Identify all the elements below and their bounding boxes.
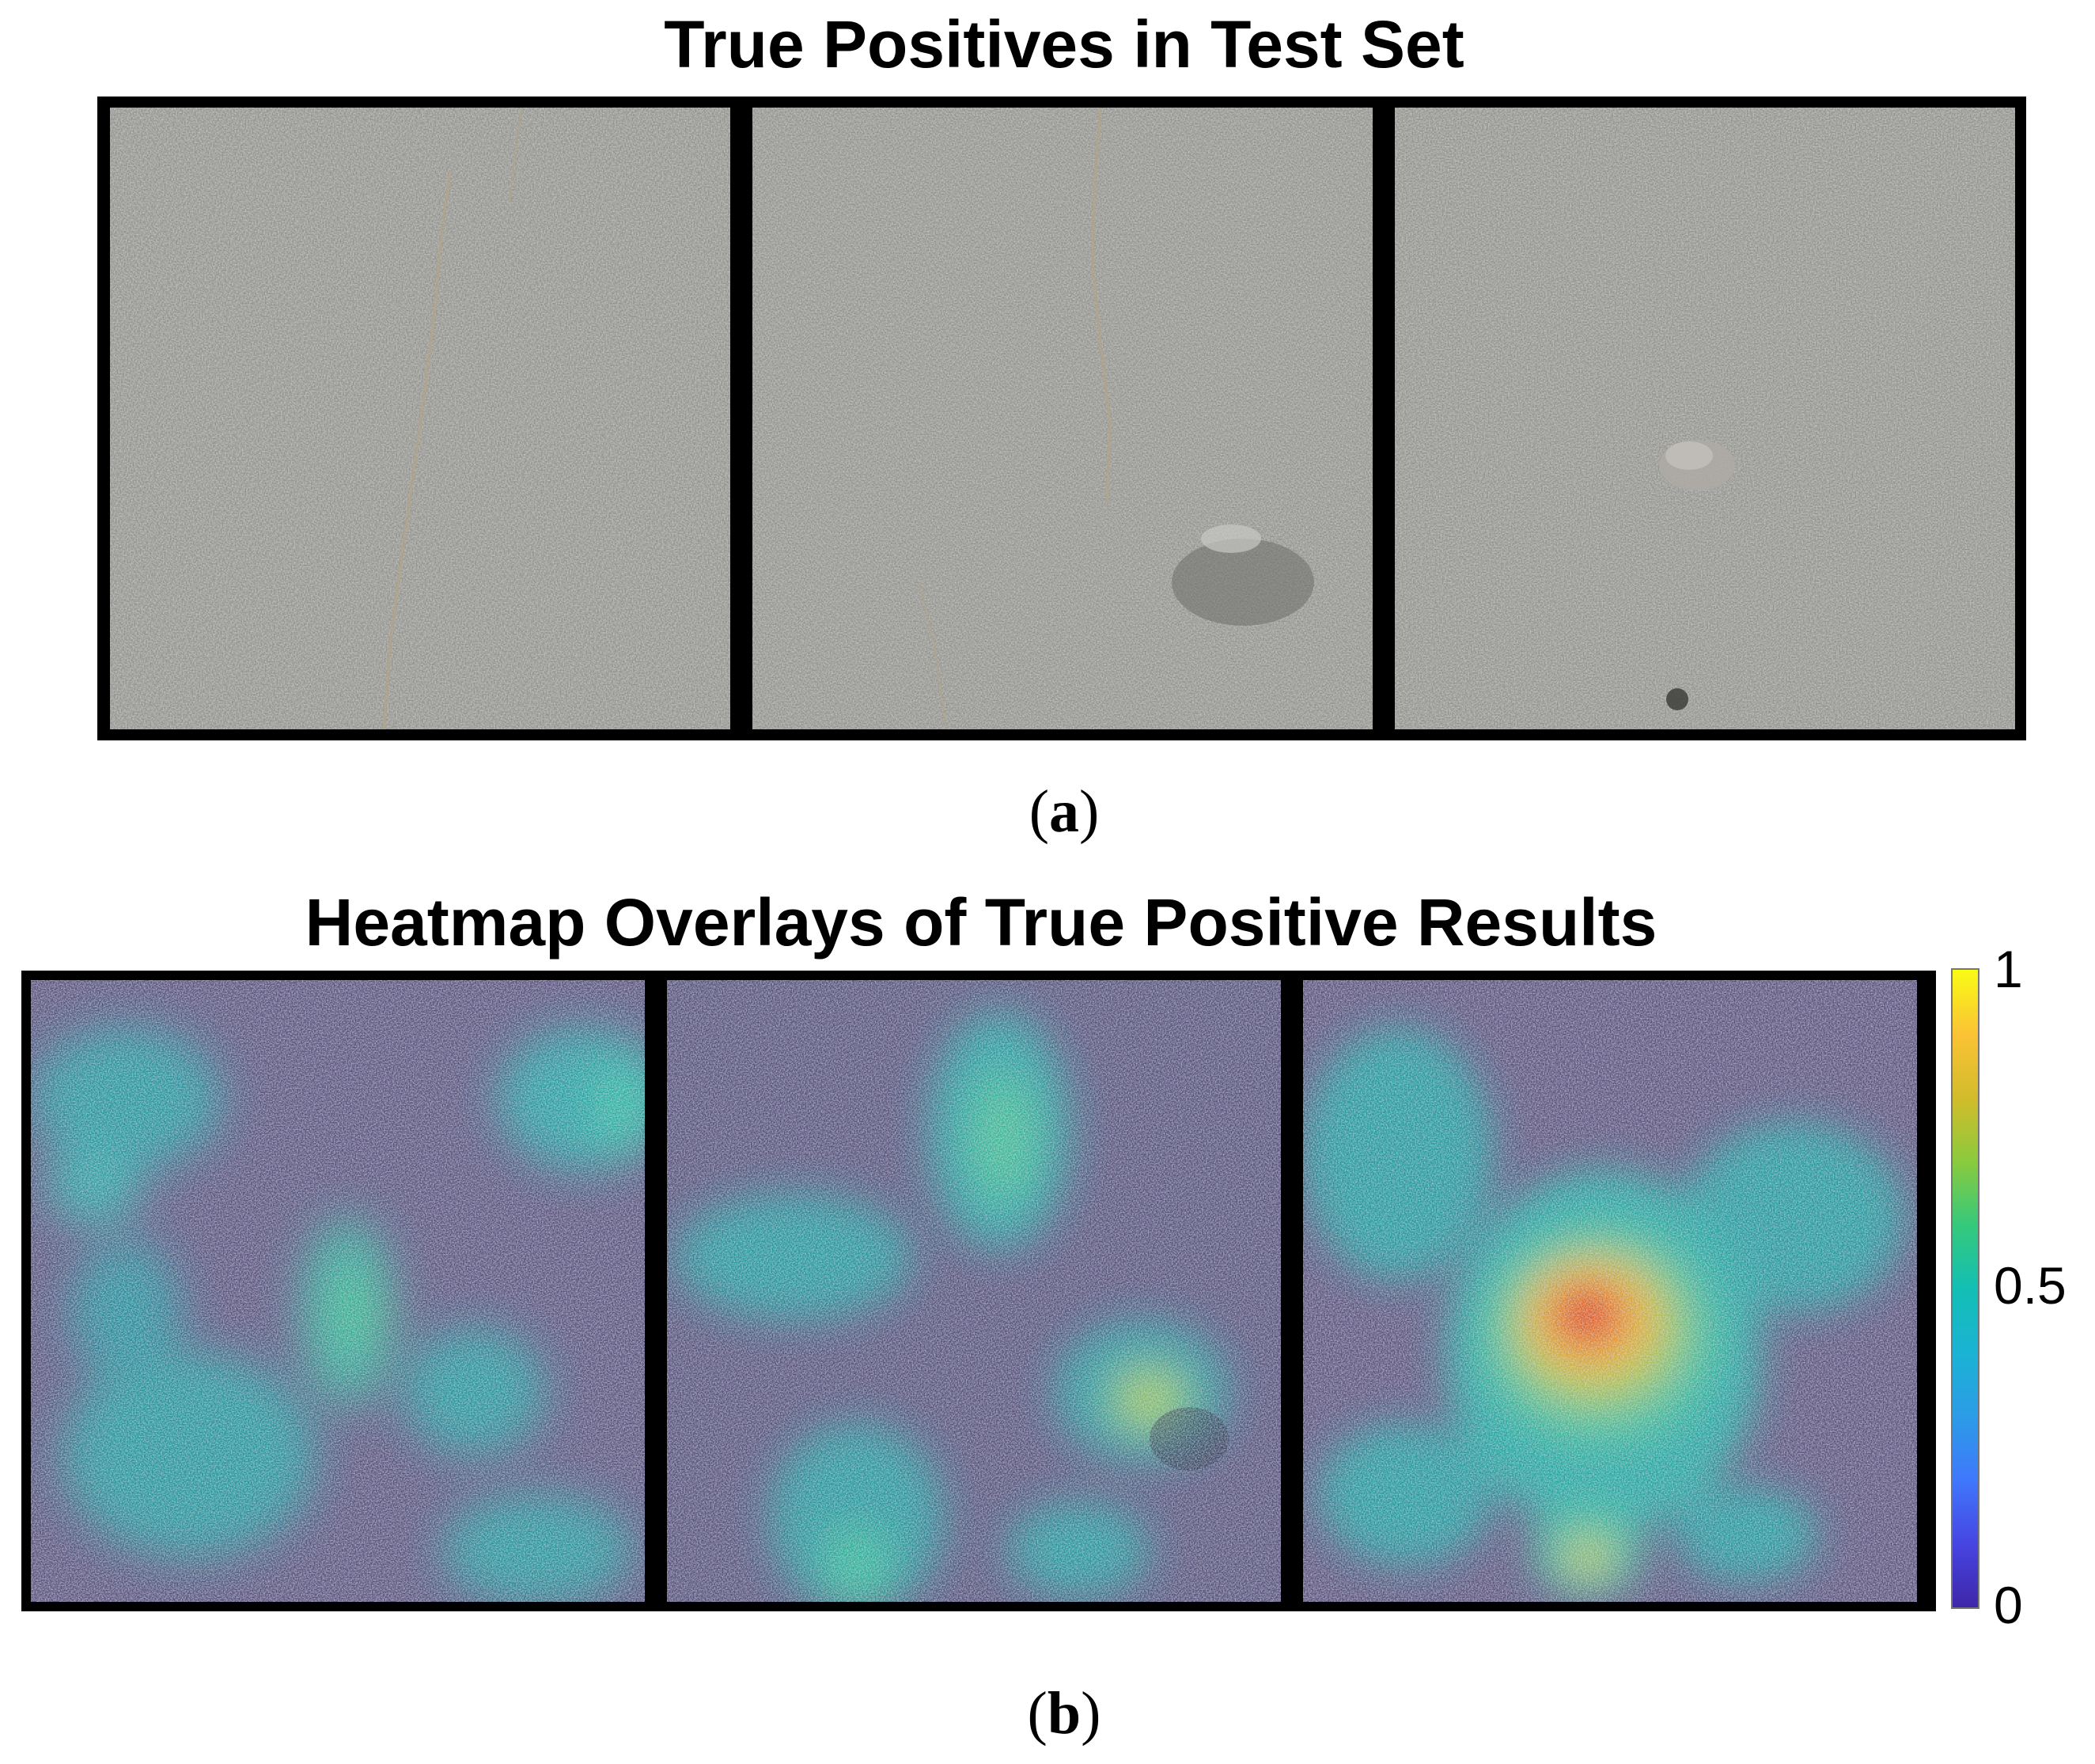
colorbar [1951,968,1979,1609]
panel-b-caption: (b) [1027,1680,1101,1747]
heatmap-overlay-3 [1303,980,1917,1602]
colorbar-tick-0-5: 0.5 [1994,1256,2067,1315]
panel-a-caption: (a) [1029,778,1100,845]
panel-b-title: Heatmap Overlays of True Positive Result… [305,885,1657,960]
asphalt-photo-2 [752,108,1373,729]
panel-a-title: True Positives in Test Set [664,7,1464,81]
asphalt-photo-3 [1395,108,2015,729]
heatmap-overlay-1 [31,980,645,1602]
colorbar-tick-0: 0 [1994,1576,2023,1634]
asphalt-photo-1 [110,108,730,729]
colorbar-tick-1: 1 [1994,940,2023,998]
heatmap-overlay-2 [667,980,1281,1602]
panel-a-frame [97,97,2026,740]
panel-b-frame [21,971,1936,1611]
